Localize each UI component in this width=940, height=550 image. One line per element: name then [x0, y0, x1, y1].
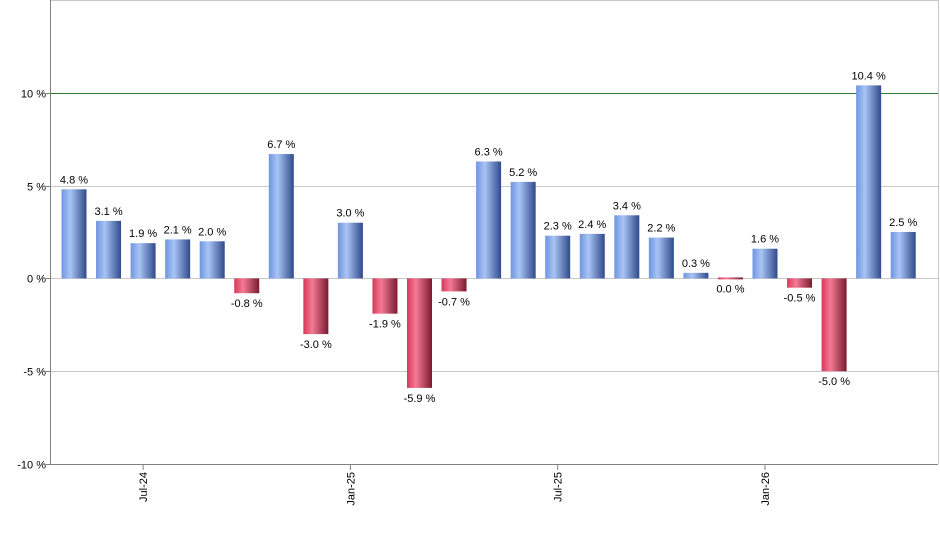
x-tick-label: Jan-26	[760, 472, 772, 506]
bar-value-label: 2.5 %	[889, 217, 917, 229]
bar	[545, 235, 571, 279]
bar	[717, 277, 743, 280]
bar-value-label: -0.5 %	[784, 293, 816, 305]
bar-value-label: -3.0 %	[300, 339, 332, 351]
x-tick-label: Jul-25	[553, 472, 565, 502]
bar-value-label: -5.0 %	[818, 376, 850, 388]
bar-value-label: 1.9 %	[129, 228, 157, 240]
bar-value-label: 3.0 %	[336, 208, 364, 220]
labels: 10 % 5 % 0 % -5 % -10 % 4.8 % 3.1 % 1.9 % 2.1 % 2…	[17, 70, 917, 505]
bar	[268, 154, 294, 279]
bar	[407, 278, 432, 388]
x-tick-label: Jan-25	[345, 472, 357, 506]
bar	[821, 278, 847, 372]
bar-value-label: 2.1 %	[164, 224, 192, 236]
axes	[46, 0, 939, 470]
bar	[337, 222, 363, 279]
bar	[856, 85, 882, 279]
bar-value-label: 6.7 %	[267, 139, 295, 151]
y-tick-label: 0 %	[27, 274, 46, 286]
bar	[510, 181, 536, 279]
bars	[61, 85, 916, 388]
bar-value-label: 5.2 %	[509, 167, 537, 179]
bar-value-label: 3.4 %	[613, 200, 641, 212]
y-tick-label: -5 %	[23, 367, 46, 379]
bar	[96, 220, 122, 279]
y-tick-label: -10 %	[17, 460, 46, 472]
bar-value-label: 0.3 %	[682, 258, 710, 270]
y-tick-label: 10 %	[21, 89, 46, 101]
bar	[303, 278, 329, 335]
bar	[648, 237, 674, 279]
bar	[199, 241, 225, 279]
bar-value-label: -1.9 %	[369, 319, 401, 331]
bar	[441, 278, 467, 292]
bar	[752, 248, 778, 279]
bar	[372, 278, 398, 314]
bar-value-label: 2.4 %	[578, 219, 606, 231]
bar	[579, 233, 605, 279]
bar	[683, 272, 709, 279]
bar-value-label: 2.0 %	[198, 226, 226, 238]
bar	[614, 215, 640, 279]
bar-value-label: -0.8 %	[231, 298, 263, 310]
bar-value-label: 2.3 %	[544, 221, 572, 233]
bar-value-label: -0.7 %	[438, 296, 470, 308]
bar	[165, 239, 191, 279]
bar	[234, 278, 260, 294]
bar-value-label: -5.9 %	[404, 393, 436, 405]
bar	[130, 243, 156, 279]
bar-value-label: 0.0 %	[716, 283, 744, 295]
bar-value-label: 4.8 %	[60, 174, 88, 186]
x-tick-label: Jul-24	[138, 472, 150, 502]
bar-value-label: 6.3 %	[475, 146, 503, 158]
bar	[890, 232, 916, 279]
bar	[61, 189, 87, 279]
bar-value-label: 10.4 %	[852, 70, 886, 82]
bar-value-label: 2.2 %	[647, 223, 675, 235]
bar	[787, 278, 813, 288]
bar-value-label: 1.6 %	[751, 234, 779, 246]
bar	[476, 161, 502, 279]
bar-value-label: 3.1 %	[94, 206, 122, 218]
y-tick-label: 5 %	[27, 182, 46, 194]
